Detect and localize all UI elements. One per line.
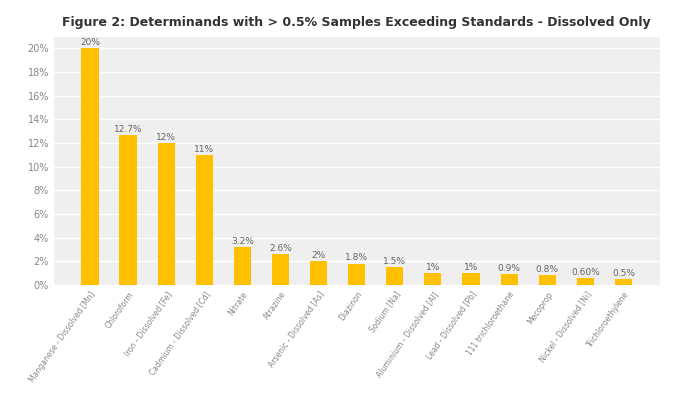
Text: 0.5%: 0.5% (612, 269, 635, 278)
Bar (196, 155, 213, 285)
Text: 11%: 11% (194, 144, 214, 154)
Text: 2.6%: 2.6% (269, 244, 292, 253)
Bar (348, 264, 365, 285)
Text: 2%: 2% (312, 251, 326, 260)
Text: 0.8%: 0.8% (536, 265, 559, 274)
Bar (462, 273, 480, 285)
Bar (234, 247, 251, 285)
Bar (120, 135, 137, 285)
Text: 12%: 12% (156, 133, 176, 142)
Bar (538, 276, 556, 285)
Text: 20%: 20% (80, 38, 100, 47)
Bar (310, 261, 327, 285)
Text: 0.60%: 0.60% (571, 268, 600, 277)
Bar (615, 279, 632, 285)
Bar (425, 273, 441, 285)
Bar (157, 143, 175, 285)
Text: 3.2%: 3.2% (231, 237, 254, 246)
Title: Figure 2: Determinands with > 0.5% Samples Exceeding Standards - Dissolved Only: Figure 2: Determinands with > 0.5% Sampl… (63, 15, 651, 28)
Bar (577, 278, 594, 285)
Bar (386, 267, 403, 285)
Bar (501, 274, 518, 285)
Text: 1.5%: 1.5% (384, 257, 406, 266)
Text: 0.9%: 0.9% (497, 264, 521, 273)
Text: 1%: 1% (464, 263, 479, 272)
Text: 1%: 1% (426, 263, 440, 272)
Bar (272, 254, 289, 285)
Text: 1.8%: 1.8% (345, 254, 368, 263)
Bar (81, 48, 98, 285)
Text: 12.7%: 12.7% (114, 125, 143, 133)
